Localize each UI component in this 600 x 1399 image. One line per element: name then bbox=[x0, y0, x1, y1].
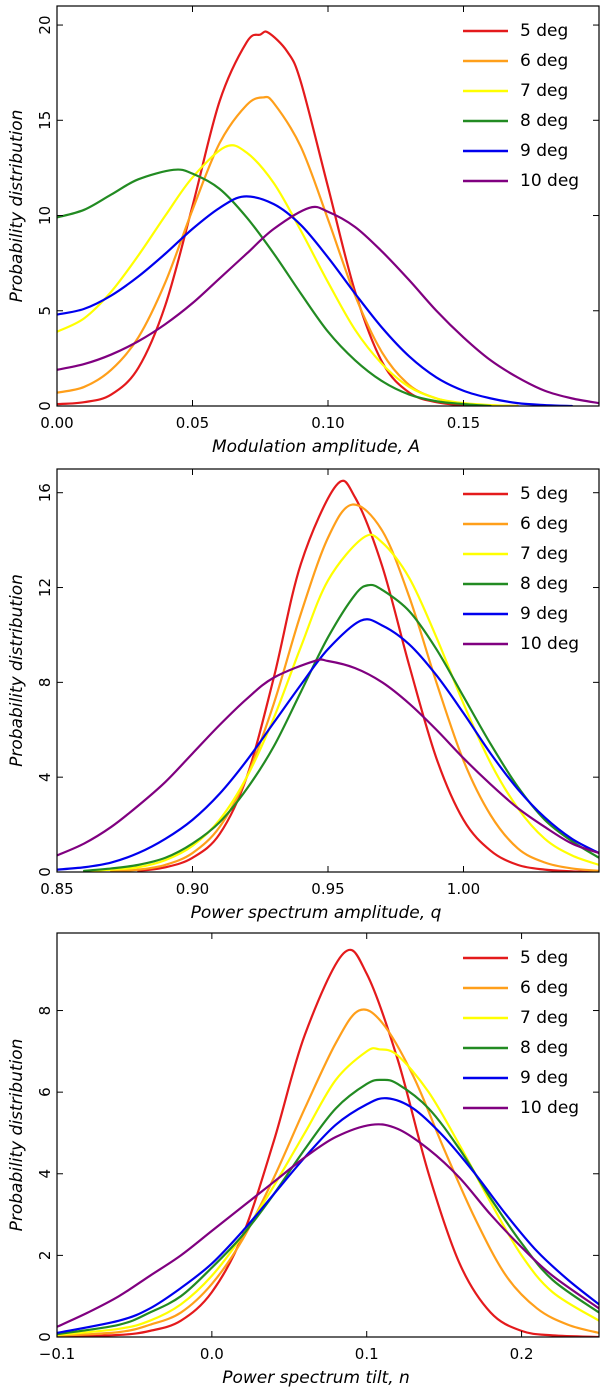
x-axis-label: Modulation amplitude, A bbox=[212, 437, 420, 457]
legend-label: 6 deg bbox=[520, 978, 568, 998]
legend-label: 10 deg bbox=[520, 634, 579, 654]
legend-label: 7 deg bbox=[520, 81, 568, 101]
series-line-8-deg bbox=[57, 168, 492, 406]
x-tick-label: 0.2 bbox=[510, 1345, 534, 1363]
y-tick-label: 5 bbox=[36, 306, 54, 316]
plot-frame bbox=[56, 932, 600, 1338]
y-tick-label: 2 bbox=[36, 1251, 54, 1261]
y-tick-label: 0 bbox=[36, 401, 54, 411]
y-tick-label: 15 bbox=[36, 111, 54, 130]
series-line-6-deg bbox=[57, 95, 519, 406]
legend-label: 10 deg bbox=[520, 171, 579, 191]
x-tick-label: 0.1 bbox=[355, 1345, 379, 1363]
legend-label: 5 deg bbox=[520, 484, 568, 504]
legend-label: 6 deg bbox=[520, 51, 568, 71]
legend: 5 deg 6 deg 7 deg 8 deg 9 deg 10 deg bbox=[463, 948, 579, 1118]
y-tick-label: 10 bbox=[36, 206, 54, 225]
x-tick-label: 0.05 bbox=[176, 414, 209, 432]
y-tick-label: 4 bbox=[36, 1169, 54, 1179]
x-tick-label: 0.00 bbox=[40, 414, 73, 432]
series-line-8-deg bbox=[83, 583, 599, 872]
series-group bbox=[57, 30, 599, 406]
plot-frame bbox=[56, 5, 600, 407]
chart-panel-3: −0.1 0.0 0.1 0.2 0 2 4 6 8 Power spectrum tilt, n… bbox=[7, 932, 600, 1388]
legend: 5 deg 6 deg 7 deg 8 deg 9 deg 10 deg bbox=[463, 21, 579, 191]
legend: 5 deg 6 deg 7 deg 8 deg 9 deg 10 deg bbox=[463, 484, 579, 654]
x-tick-label: 0.85 bbox=[40, 880, 73, 898]
x-axis-label: Power spectrum tilt, n bbox=[222, 1368, 410, 1388]
series-line-9-deg bbox=[57, 195, 573, 406]
series-line-7-deg bbox=[83, 533, 599, 872]
series-line-8-deg bbox=[57, 1078, 599, 1336]
series-line-6-deg bbox=[57, 1008, 599, 1337]
y-tick-label: 16 bbox=[36, 483, 54, 502]
series-line-10-deg bbox=[57, 658, 599, 857]
series-line-7-deg bbox=[57, 144, 519, 406]
plot-frame bbox=[56, 468, 600, 873]
y-axis-label: Probability distribution bbox=[7, 1039, 27, 1232]
series-line-9-deg bbox=[57, 618, 599, 871]
series-line-5-deg bbox=[137, 479, 599, 872]
y-tick-label: 12 bbox=[36, 578, 54, 597]
legend-label: 9 deg bbox=[520, 604, 568, 624]
legend-label: 9 deg bbox=[520, 141, 568, 161]
legend-label: 9 deg bbox=[520, 1068, 568, 1088]
legend-label: 7 deg bbox=[520, 544, 568, 564]
legend-label: 8 deg bbox=[520, 574, 568, 594]
series-line-6-deg bbox=[110, 503, 599, 872]
x-tick-label: 0.15 bbox=[447, 414, 480, 432]
y-axis-label: Probability distribution bbox=[7, 574, 27, 767]
legend-label: 8 deg bbox=[520, 1038, 568, 1058]
y-tick-label: 20 bbox=[36, 16, 54, 35]
series-line-10-deg bbox=[57, 1123, 599, 1328]
x-tick-label: −0.1 bbox=[39, 1345, 75, 1363]
x-axis-label: Power spectrum amplitude, q bbox=[191, 903, 442, 923]
y-tick-label: 8 bbox=[36, 678, 54, 688]
x-tick-label: 0.10 bbox=[311, 414, 344, 432]
x-tick-label: 0.95 bbox=[311, 880, 344, 898]
series-group bbox=[57, 479, 599, 872]
legend-label: 6 deg bbox=[520, 514, 568, 534]
y-tick-label: 4 bbox=[36, 772, 54, 782]
x-tick-label: 0.90 bbox=[176, 880, 209, 898]
y-axis-label: Probability distribution bbox=[7, 110, 27, 303]
y-tick-label: 0 bbox=[36, 1332, 54, 1342]
series-group bbox=[57, 948, 599, 1337]
y-tick-label: 6 bbox=[36, 1087, 54, 1097]
legend-label: 7 deg bbox=[520, 1008, 568, 1028]
legend-label: 8 deg bbox=[520, 111, 568, 131]
y-tick-label: 8 bbox=[36, 1006, 54, 1016]
x-tick-label: 0.0 bbox=[200, 1345, 224, 1363]
legend-label: 10 deg bbox=[520, 1098, 579, 1118]
series-line-10-deg bbox=[57, 205, 599, 405]
legend-label: 5 deg bbox=[520, 948, 568, 968]
x-tick-label: 1.00 bbox=[447, 880, 480, 898]
y-tick-label: 0 bbox=[36, 867, 54, 877]
chart-panel-1: 0.00 0.05 0.10 0.15 0 5 10 15 20 Modulation ampli… bbox=[7, 5, 600, 457]
legend-label: 5 deg bbox=[520, 21, 568, 41]
chart-panel-2: 0.85 0.90 0.95 1.00 0 4 8 12 16 Power spectrum am… bbox=[7, 468, 600, 923]
series-line-9-deg bbox=[57, 1097, 599, 1335]
series-line-7-deg bbox=[57, 1047, 599, 1337]
series-line-5-deg bbox=[57, 948, 599, 1337]
